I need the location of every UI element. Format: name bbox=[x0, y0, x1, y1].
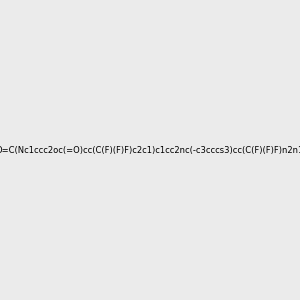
Text: O=C(Nc1ccc2oc(=O)cc(C(F)(F)F)c2c1)c1cc2nc(-c3cccs3)cc(C(F)(F)F)n2n1: O=C(Nc1ccc2oc(=O)cc(C(F)(F)F)c2c1)c1cc2n… bbox=[0, 146, 300, 154]
